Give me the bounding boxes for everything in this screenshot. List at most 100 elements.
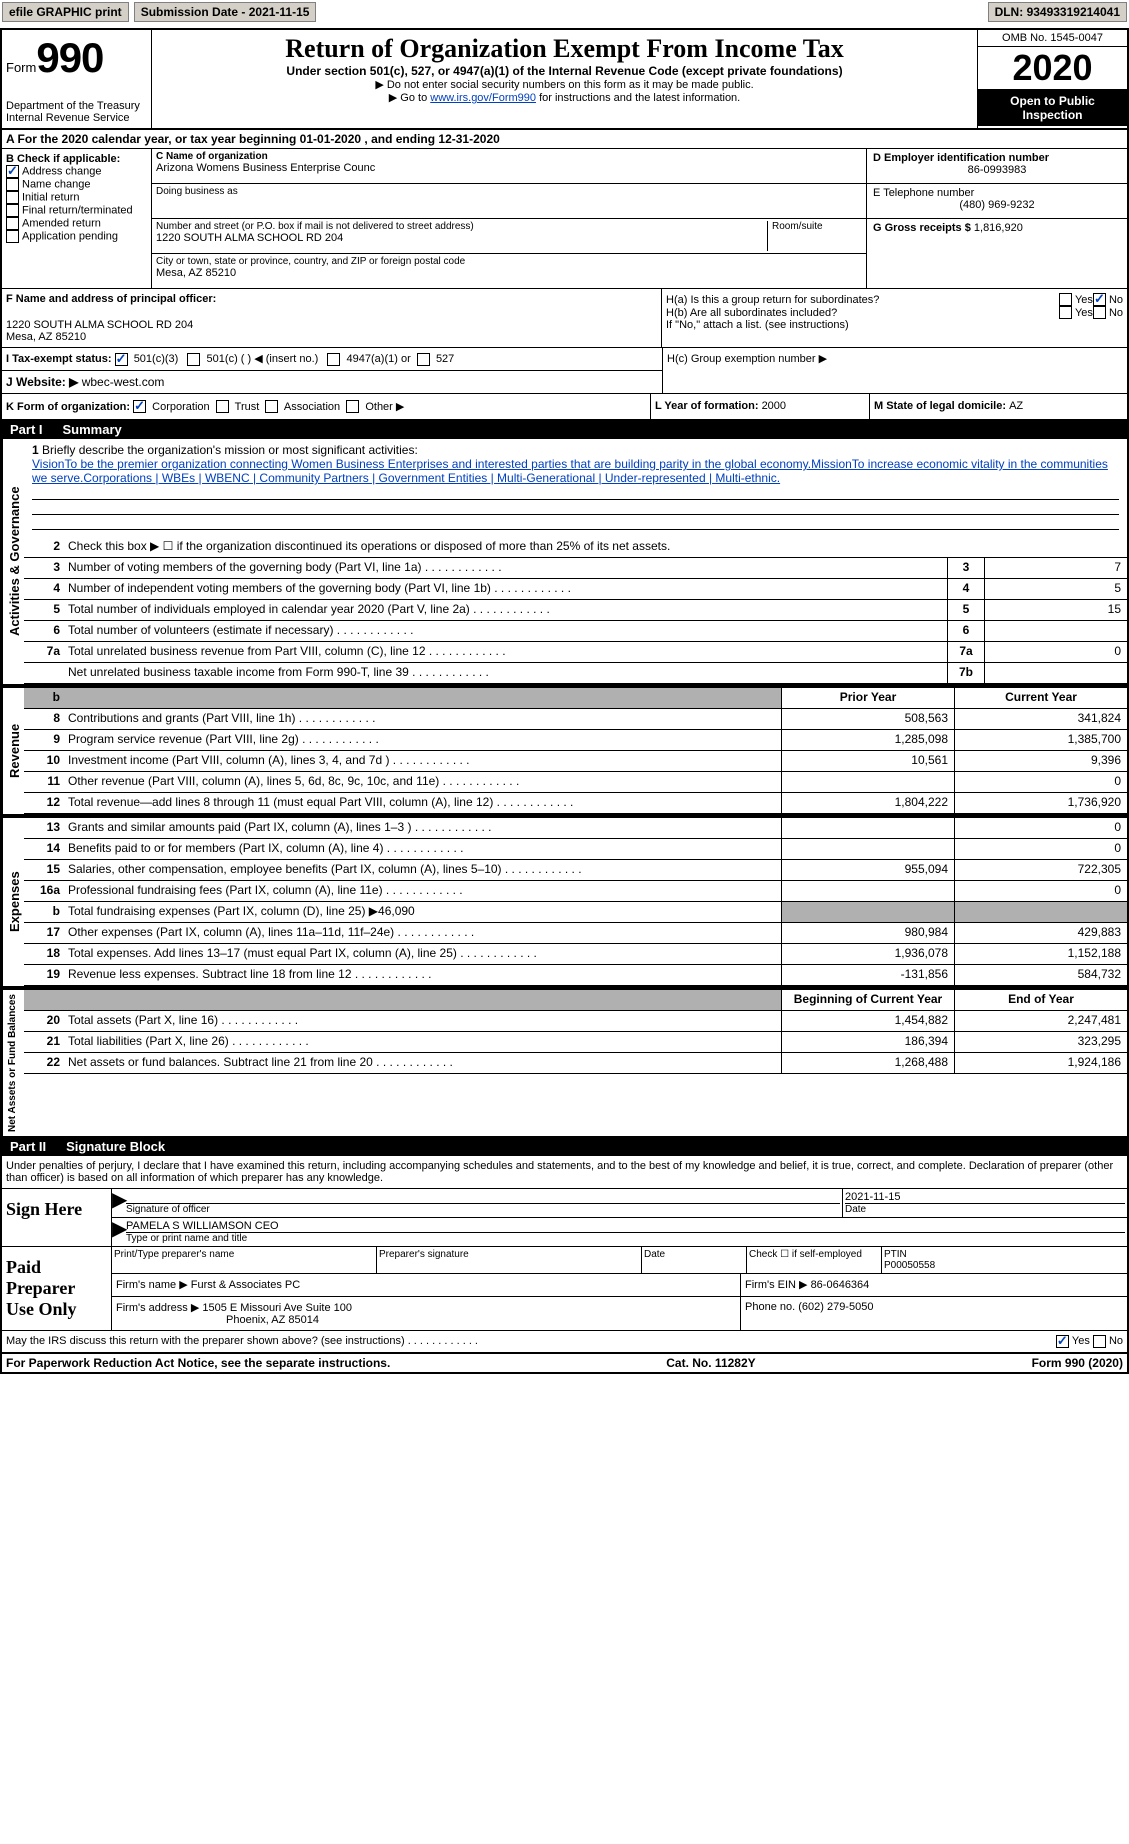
table-row: 19 Revenue less expenses. Subtract line … bbox=[24, 965, 1127, 986]
top-bar: efile GRAPHIC print Submission Date - 20… bbox=[0, 0, 1129, 24]
form-title: Return of Organization Exempt From Incom… bbox=[156, 34, 973, 64]
row-prior bbox=[781, 818, 954, 838]
table-row: 10 Investment income (Part VIII, column … bbox=[24, 751, 1127, 772]
note2-post: for instructions and the latest informat… bbox=[536, 92, 740, 104]
mission-area: 1 Briefly describe the organization's mi… bbox=[24, 439, 1127, 537]
row-current: 1,152,188 bbox=[954, 944, 1127, 964]
current-year-hdr: Current Year bbox=[954, 688, 1127, 708]
row-desc: Program service revenue (Part VIII, line… bbox=[64, 730, 781, 750]
row-val bbox=[984, 621, 1127, 641]
row-desc: Net unrelated business taxable income fr… bbox=[64, 663, 947, 683]
firm-ein: 86-0646364 bbox=[811, 1279, 870, 1291]
hb-yes-check[interactable] bbox=[1059, 306, 1072, 319]
officer-addr2: Mesa, AZ 85210 bbox=[6, 331, 657, 343]
row-num: 4 bbox=[24, 579, 64, 599]
check-address-change[interactable] bbox=[6, 165, 19, 178]
check-app-pending[interactable] bbox=[6, 230, 19, 243]
section-hc: H(c) Group exemption number ▶ bbox=[663, 348, 1127, 393]
prep-sig-label: Preparer's signature bbox=[377, 1247, 642, 1273]
row-desc: Revenue less expenses. Subtract line 18 … bbox=[64, 965, 781, 985]
discuss-no-check[interactable] bbox=[1093, 1335, 1106, 1348]
mission-text[interactable]: VisionTo be the premier organization con… bbox=[32, 457, 1108, 485]
section-h: H(a) Is this a group return for subordin… bbox=[662, 289, 1127, 347]
end-year-hdr: End of Year bbox=[954, 990, 1127, 1010]
row-num: 22 bbox=[24, 1053, 64, 1073]
row-desc: Grants and similar amounts paid (Part IX… bbox=[64, 818, 781, 838]
note2-pre: ▶ Go to bbox=[389, 92, 430, 104]
netassets-vlabel: Net Assets or Fund Balances bbox=[2, 990, 24, 1136]
row-box: 6 bbox=[947, 621, 984, 641]
check-name-change[interactable] bbox=[6, 178, 19, 191]
check-amended[interactable] bbox=[6, 217, 19, 230]
section-k: K Form of organization: Corporation Trus… bbox=[2, 394, 651, 420]
row-num: b bbox=[24, 902, 64, 922]
mission-num: 1 bbox=[32, 443, 39, 457]
table-row: 18 Total expenses. Add lines 13–17 (must… bbox=[24, 944, 1127, 965]
gross-label: G Gross receipts $ bbox=[873, 222, 974, 234]
table-row: 15 Salaries, other compensation, employe… bbox=[24, 860, 1127, 881]
row-desc: Number of voting members of the governin… bbox=[64, 558, 947, 578]
row-prior: 1,268,488 bbox=[781, 1053, 954, 1073]
part2-label: Part II bbox=[10, 1139, 46, 1154]
firm-ein-label: Firm's EIN ▶ bbox=[745, 1279, 811, 1291]
ha-yes-check[interactable] bbox=[1059, 293, 1072, 306]
section-f: F Name and address of principal officer:… bbox=[2, 289, 662, 347]
row-desc: Total number of individuals employed in … bbox=[64, 600, 947, 620]
year-end: 12-31-2020 bbox=[438, 132, 499, 146]
sig-date-value: 2021-11-15 bbox=[845, 1191, 1125, 1203]
row-prior bbox=[781, 839, 954, 859]
gov-row: 7a Total unrelated business revenue from… bbox=[24, 642, 1127, 663]
table-row: 21 Total liabilities (Part X, line 26) 1… bbox=[24, 1032, 1127, 1053]
row-current bbox=[954, 902, 1127, 922]
phone-label: E Telephone number bbox=[873, 187, 1121, 199]
check-501c3[interactable] bbox=[115, 353, 128, 366]
ha-no-check[interactable] bbox=[1093, 293, 1106, 306]
rev-hdr-num: b bbox=[24, 688, 64, 708]
form-subtitle: Under section 501(c), 527, or 4947(a)(1)… bbox=[156, 64, 973, 78]
check-trust[interactable] bbox=[216, 400, 229, 413]
check-corp[interactable] bbox=[133, 400, 146, 413]
row-num: 7a bbox=[24, 642, 64, 662]
submission-date: Submission Date - 2021-11-15 bbox=[134, 2, 317, 22]
row-desc: Benefits paid to or for members (Part IX… bbox=[64, 839, 781, 859]
date2-label: Date bbox=[642, 1247, 747, 1273]
check-assoc[interactable] bbox=[265, 400, 278, 413]
row-current: 722,305 bbox=[954, 860, 1127, 880]
row-box: 3 bbox=[947, 558, 984, 578]
row-current: 1,924,186 bbox=[954, 1053, 1127, 1073]
gov-row: 4 Number of independent voting members o… bbox=[24, 579, 1127, 600]
row-current: 0 bbox=[954, 839, 1127, 859]
paid-preparer-label: Paid Preparer Use Only bbox=[2, 1247, 112, 1330]
opt-501c3: 501(c)(3) bbox=[134, 353, 179, 365]
opt-4947: 4947(a)(1) or bbox=[347, 353, 411, 365]
row-desc: Total unrelated business revenue from Pa… bbox=[64, 642, 947, 662]
discuss-label: May the IRS discuss this return with the… bbox=[6, 1335, 1056, 1348]
row-prior: 1,936,078 bbox=[781, 944, 954, 964]
form-note1: ▶ Do not enter social security numbers o… bbox=[156, 78, 973, 91]
firm-phone-label: Phone no. bbox=[745, 1301, 798, 1313]
b-item-4: Amended return bbox=[22, 217, 101, 229]
gov-row: 6 Total number of volunteers (estimate i… bbox=[24, 621, 1127, 642]
check-527[interactable] bbox=[417, 353, 430, 366]
row-num: 21 bbox=[24, 1032, 64, 1052]
firm-name: Furst & Associates PC bbox=[191, 1279, 300, 1291]
row-desc: Total liabilities (Part X, line 26) bbox=[64, 1032, 781, 1052]
rev-hdr-desc bbox=[64, 688, 781, 708]
row-desc: Investment income (Part VIII, column (A)… bbox=[64, 751, 781, 771]
efile-button[interactable]: efile GRAPHIC print bbox=[2, 2, 129, 22]
check-501c[interactable] bbox=[187, 353, 200, 366]
dba-label: Doing business as bbox=[156, 186, 862, 197]
check-initial-return[interactable] bbox=[6, 191, 19, 204]
hb-no-check[interactable] bbox=[1093, 306, 1106, 319]
check-other[interactable] bbox=[346, 400, 359, 413]
row-val: 7 bbox=[984, 558, 1127, 578]
form-header: Form990 Department of the Treasury Inter… bbox=[2, 30, 1127, 130]
na-hdr-desc bbox=[64, 990, 781, 1010]
row-prior: 186,394 bbox=[781, 1032, 954, 1052]
check-4947[interactable] bbox=[327, 353, 340, 366]
discuss-yes-check[interactable] bbox=[1056, 1335, 1069, 1348]
row-current: 9,396 bbox=[954, 751, 1127, 771]
check-final-return[interactable] bbox=[6, 204, 19, 217]
irs-link[interactable]: www.irs.gov/Form990 bbox=[430, 92, 536, 104]
row-box: 5 bbox=[947, 600, 984, 620]
